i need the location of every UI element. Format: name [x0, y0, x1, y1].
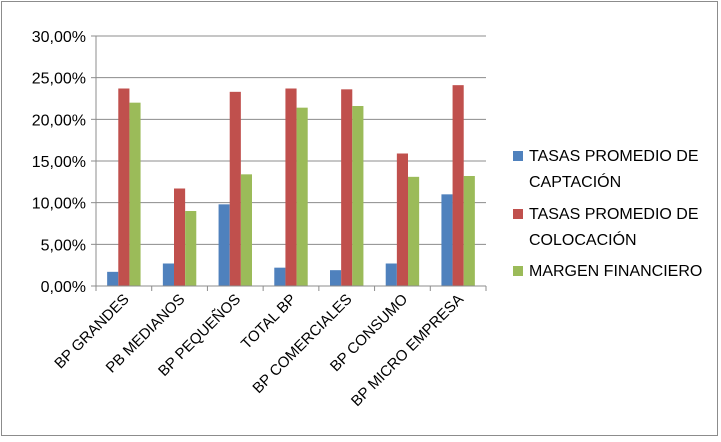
- bar: [296, 107, 308, 287]
- bar: [274, 267, 286, 286]
- bar: [107, 271, 119, 286]
- bar: [341, 89, 353, 286]
- legend-swatch: [513, 151, 523, 161]
- bar: [463, 176, 475, 286]
- bar: [452, 85, 464, 287]
- axes: [91, 35, 487, 291]
- bar: [162, 263, 174, 286]
- y-tick-labels: 0,00% 5,00% 10,00% 15,00% 20,00% 25,00% 30,00%: [32, 29, 86, 296]
- bar: [185, 211, 197, 286]
- legend-label: COLOCACIÓN: [529, 230, 637, 249]
- bars: [107, 85, 475, 287]
- y-tick-label: 0,00%: [41, 279, 86, 296]
- bar: [352, 106, 364, 286]
- bar: [330, 270, 342, 286]
- x-tick-label: BP MICRO EMPRESA: [348, 291, 467, 410]
- legend-label: CAPTACIÓN: [529, 172, 621, 191]
- bar: [285, 88, 297, 286]
- legend-label: TASAS PROMEDIO DE: [529, 148, 699, 165]
- y-tick-label: 10,00%: [32, 196, 86, 213]
- legend: TASAS PROMEDIO DE CAPTACIÓN TASAS PROMEDIO…: [513, 148, 702, 280]
- bar: [441, 194, 453, 286]
- y-tick-label: 30,00%: [32, 29, 86, 46]
- legend-swatch: [513, 209, 523, 219]
- y-tick-label: 15,00%: [32, 154, 86, 171]
- bar: [385, 263, 397, 286]
- chart-frame: 0,00% 5,00% 10,00% 15,00% 20,00% 25,00% 30,00%…: [1, 1, 718, 436]
- bar: [229, 91, 241, 286]
- bar: [396, 153, 408, 286]
- legend-label: TASAS PROMEDIO DE: [529, 206, 699, 223]
- y-tick-label: 20,00%: [32, 112, 86, 129]
- bar: [218, 204, 230, 286]
- legend-label: MARGEN FINANCIERO: [529, 263, 702, 280]
- bar-chart: 0,00% 5,00% 10,00% 15,00% 20,00% 25,00% 30,00%…: [32, 29, 703, 410]
- x-tick-label: BP COMERCIALES: [249, 291, 355, 397]
- bar: [408, 176, 420, 286]
- legend-swatch: [513, 266, 523, 276]
- bar: [240, 174, 252, 286]
- y-tick-label: 5,00%: [41, 237, 86, 254]
- bar: [174, 188, 186, 286]
- bar: [118, 88, 130, 286]
- bar: [129, 102, 141, 287]
- y-tick-label: 25,00%: [32, 71, 86, 88]
